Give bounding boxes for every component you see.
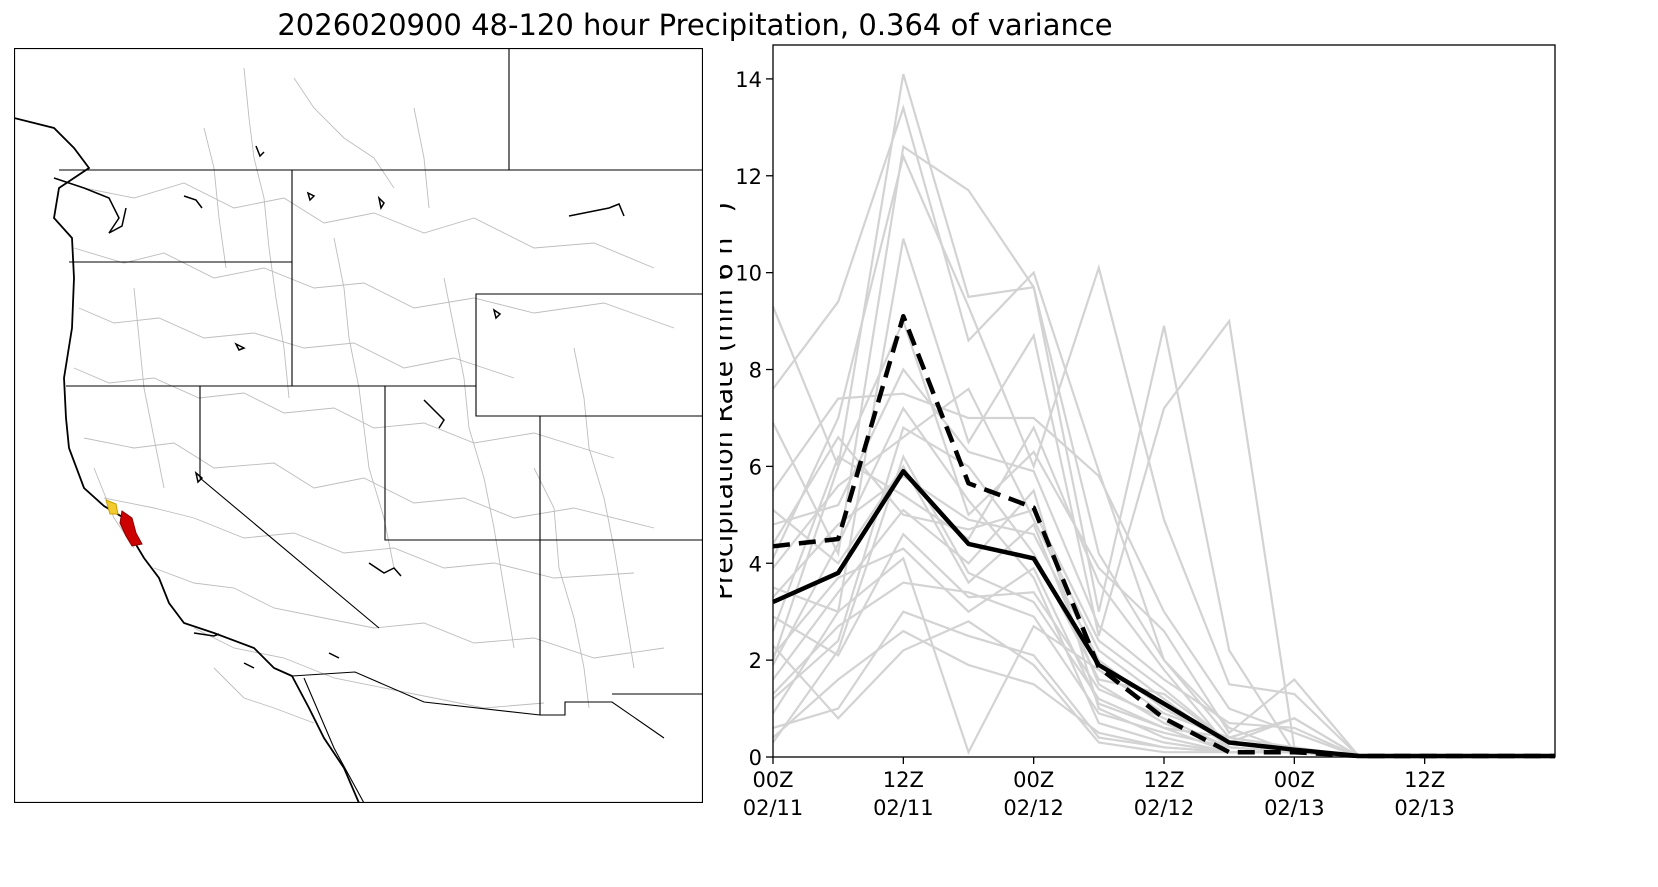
figure-title: 2026020900 48-120 hour Precipitation, 0.… [277,8,1113,42]
x-tick-label-date: 02/12 [1003,796,1064,820]
mean-lines [772,313,1555,759]
y-axis-label-end: ) [720,202,739,213]
y-tick-label: 6 [749,455,762,479]
y-tick-label: 4 [749,552,762,576]
x-tick-label-time: 00Z [752,768,793,792]
map-frame [13,47,704,804]
member-line-9 [772,454,1555,759]
x-tick-label-time: 12Z [1143,768,1184,792]
y-axis-label: Precipitation Rate (mm 6 h−1) [720,202,739,600]
x-tick-label-date: 02/11 [873,796,934,820]
chart-panel: 0 2 4 6 8 10 12 14 00Z 02/11 12Z 02/11 00Z 02/12 12Z 0… [699,40,1658,883]
highlight-members-mean-line [772,313,1555,759]
y-tick-label: 0 [749,746,762,770]
y-axis-label-main: Precipitation Rate (mm 6 h [720,238,739,600]
ensemble-member-lines [771,73,1555,759]
highlight-basin-red [119,510,143,547]
y-tick-label: 2 [749,649,762,673]
western-us-basin-map [13,47,704,804]
x-tick-label-time: 00Z [1274,768,1315,792]
x-tick-label-date: 02/11 [743,796,804,820]
basin-boundaries [73,67,675,724]
puget-sound [53,177,127,234]
y-axis: 0 2 4 6 8 10 12 14 [735,68,773,770]
member-line-24 [772,547,1555,759]
x-axis: 00Z 02/11 12Z 02/11 00Z 02/12 12Z 02/12 00Z 02/13… [743,757,1455,820]
member-line-4 [772,152,1555,759]
basin-map [13,47,704,804]
x-tick-label-time: 12Z [883,768,924,792]
y-tick-label: 10 [735,262,762,286]
y-tick-label: 12 [735,165,762,189]
x-tick-label-date: 02/12 [1134,796,1195,820]
member-line-1 [771,73,1555,759]
x-tick-label-date: 02/13 [1394,796,1455,820]
x-tick-label-time: 00Z [1013,768,1054,792]
member-line-7 [771,318,1555,759]
member-line-17 [772,610,1555,759]
lakes [183,145,625,669]
highlight-basin-yellow [105,499,119,515]
y-tick-label: 8 [749,359,762,383]
y-tick-label: 14 [735,68,762,92]
x-tick-label-time: 12Z [1404,768,1445,792]
member-line-14 [772,488,1555,759]
x-tick-label-date: 02/13 [1264,796,1325,820]
